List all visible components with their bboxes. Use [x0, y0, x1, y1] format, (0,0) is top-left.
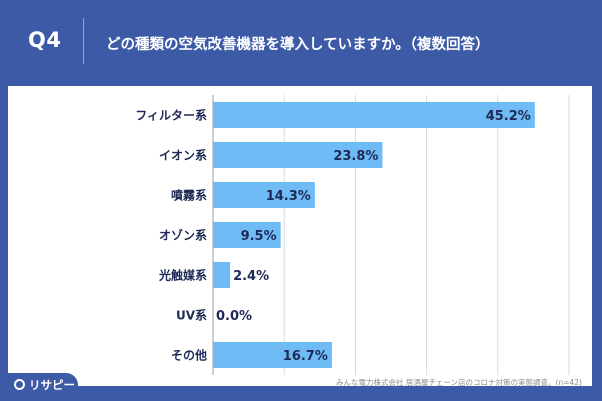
- question-number: Q4: [28, 28, 62, 52]
- value-label: 0.0%: [216, 309, 252, 324]
- value-label: 2.4%: [233, 269, 269, 284]
- category-label: その他: [171, 348, 207, 363]
- bar-chart: フィルター系 45.2% イオン系 23.8% 噴霧系 14.3% オゾン系 9.5% 光触媒系…: [135, 95, 570, 375]
- category-label: UV系: [176, 308, 207, 323]
- logo-icon: [14, 379, 25, 390]
- header-divider: [83, 18, 84, 64]
- bar: [213, 262, 231, 288]
- question-title: どの種類の空気改善機器を導入していますか。（複数回答）: [106, 37, 490, 53]
- bar: [213, 222, 281, 248]
- category-label: 噴霧系: [171, 188, 207, 203]
- value-label: 45.2%: [486, 109, 531, 124]
- header: Q4 どの種類の空気改善機器を導入していますか。（複数回答）: [0, 0, 602, 86]
- source-note: みんな電力株式会社 居酒屋チェーン店のコロナ対策の実態調査。(n=42): [336, 378, 582, 387]
- category-label: イオン系: [159, 148, 207, 163]
- bar: [213, 342, 332, 368]
- bar: [213, 182, 315, 208]
- chart-panel: フィルター系 45.2% イオン系 23.8% 噴霧系 14.3% オゾン系 9.5% 光触媒系…: [8, 86, 592, 386]
- value-label: 14.3%: [266, 189, 311, 204]
- category-label: 光触媒系: [158, 268, 207, 283]
- logo: リサピー: [8, 373, 78, 397]
- logo-text: リサピー: [29, 378, 75, 392]
- category-label: フィルター系: [135, 108, 207, 123]
- bar: [213, 142, 383, 168]
- value-label: 9.5%: [241, 229, 277, 244]
- bar: [213, 102, 535, 128]
- category-label: オゾン系: [159, 228, 207, 243]
- value-label: 16.7%: [283, 349, 328, 364]
- value-label: 23.8%: [333, 149, 378, 164]
